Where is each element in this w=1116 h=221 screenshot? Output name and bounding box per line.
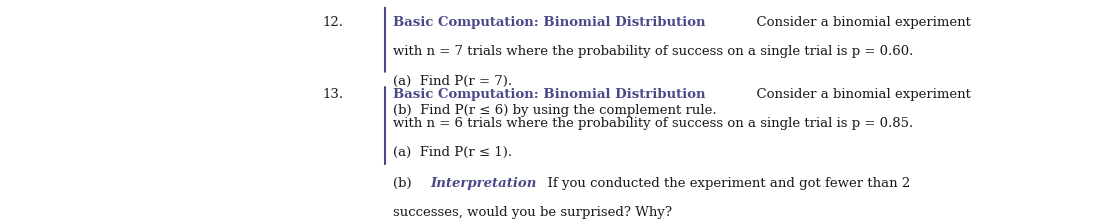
Text: Basic Computation: Binomial Distribution: Basic Computation: Binomial Distribution [393,88,705,101]
Text: Interpretation: Interpretation [431,177,537,190]
Text: (b)  Find P(r ≤ 6) by using the complement rule.: (b) Find P(r ≤ 6) by using the complemen… [393,104,716,117]
Text: Consider a binomial experiment: Consider a binomial experiment [748,88,971,101]
Text: with n = 7 trials where the probability of success on a single trial is p = 0.60: with n = 7 trials where the probability … [393,45,913,58]
Text: (b): (b) [393,177,420,190]
Text: Basic Computation: Binomial Distribution: Basic Computation: Binomial Distribution [393,16,705,29]
Text: If you conducted the experiment and got fewer than 2: If you conducted the experiment and got … [539,177,911,190]
Text: 12.: 12. [323,16,344,29]
Text: successes, would you be surprised? Why?: successes, would you be surprised? Why? [393,206,672,219]
Text: Consider a binomial experiment: Consider a binomial experiment [748,16,971,29]
Text: 13.: 13. [323,88,344,101]
Text: (a)  Find P(r = 7).: (a) Find P(r = 7). [393,74,512,88]
Text: (a)  Find P(r ≤ 1).: (a) Find P(r ≤ 1). [393,146,512,159]
Text: with n = 6 trials where the probability of success on a single trial is p = 0.85: with n = 6 trials where the probability … [393,117,913,130]
